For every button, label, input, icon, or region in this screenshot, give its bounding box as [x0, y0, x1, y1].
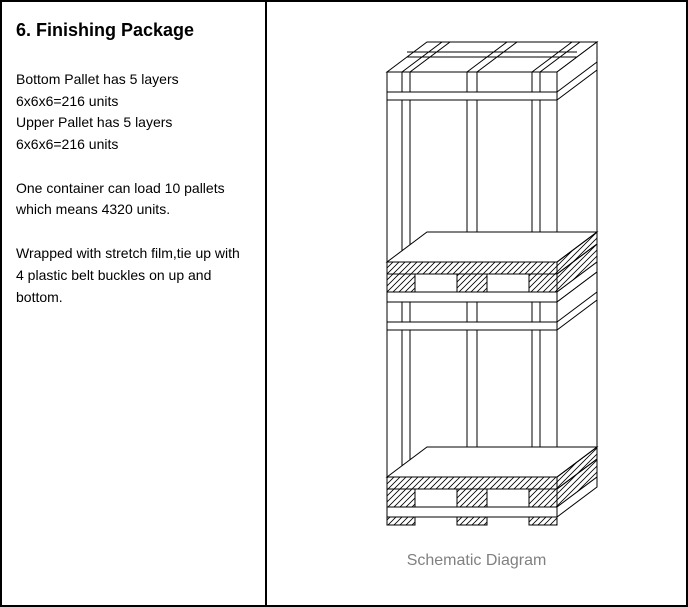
diagram-caption: Schematic Diagram — [407, 552, 547, 570]
paragraph-1: Bottom Pallet has 5 layers 6x6x6=216 uni… — [16, 69, 251, 156]
diagram-panel: Schematic Diagram — [267, 2, 686, 605]
p1-line3: Upper Pallet has 5 layers — [16, 114, 172, 130]
p1-line2: 6x6x6=216 units — [16, 93, 118, 109]
p1-line1: Bottom Pallet has 5 layers — [16, 71, 179, 87]
p1-line4: 6x6x6=216 units — [16, 136, 118, 152]
section-heading: 6. Finishing Package — [16, 20, 251, 41]
text-panel: 6. Finishing Package Bottom Pallet has 5… — [2, 2, 267, 605]
paragraph-2: One container can load 10 pallets which … — [16, 178, 251, 221]
document-row: 6. Finishing Package Bottom Pallet has 5… — [0, 0, 688, 607]
pallet-schematic-diagram — [327, 22, 627, 542]
paragraph-3: Wrapped with stretch film,tie up with 4 … — [16, 243, 251, 308]
